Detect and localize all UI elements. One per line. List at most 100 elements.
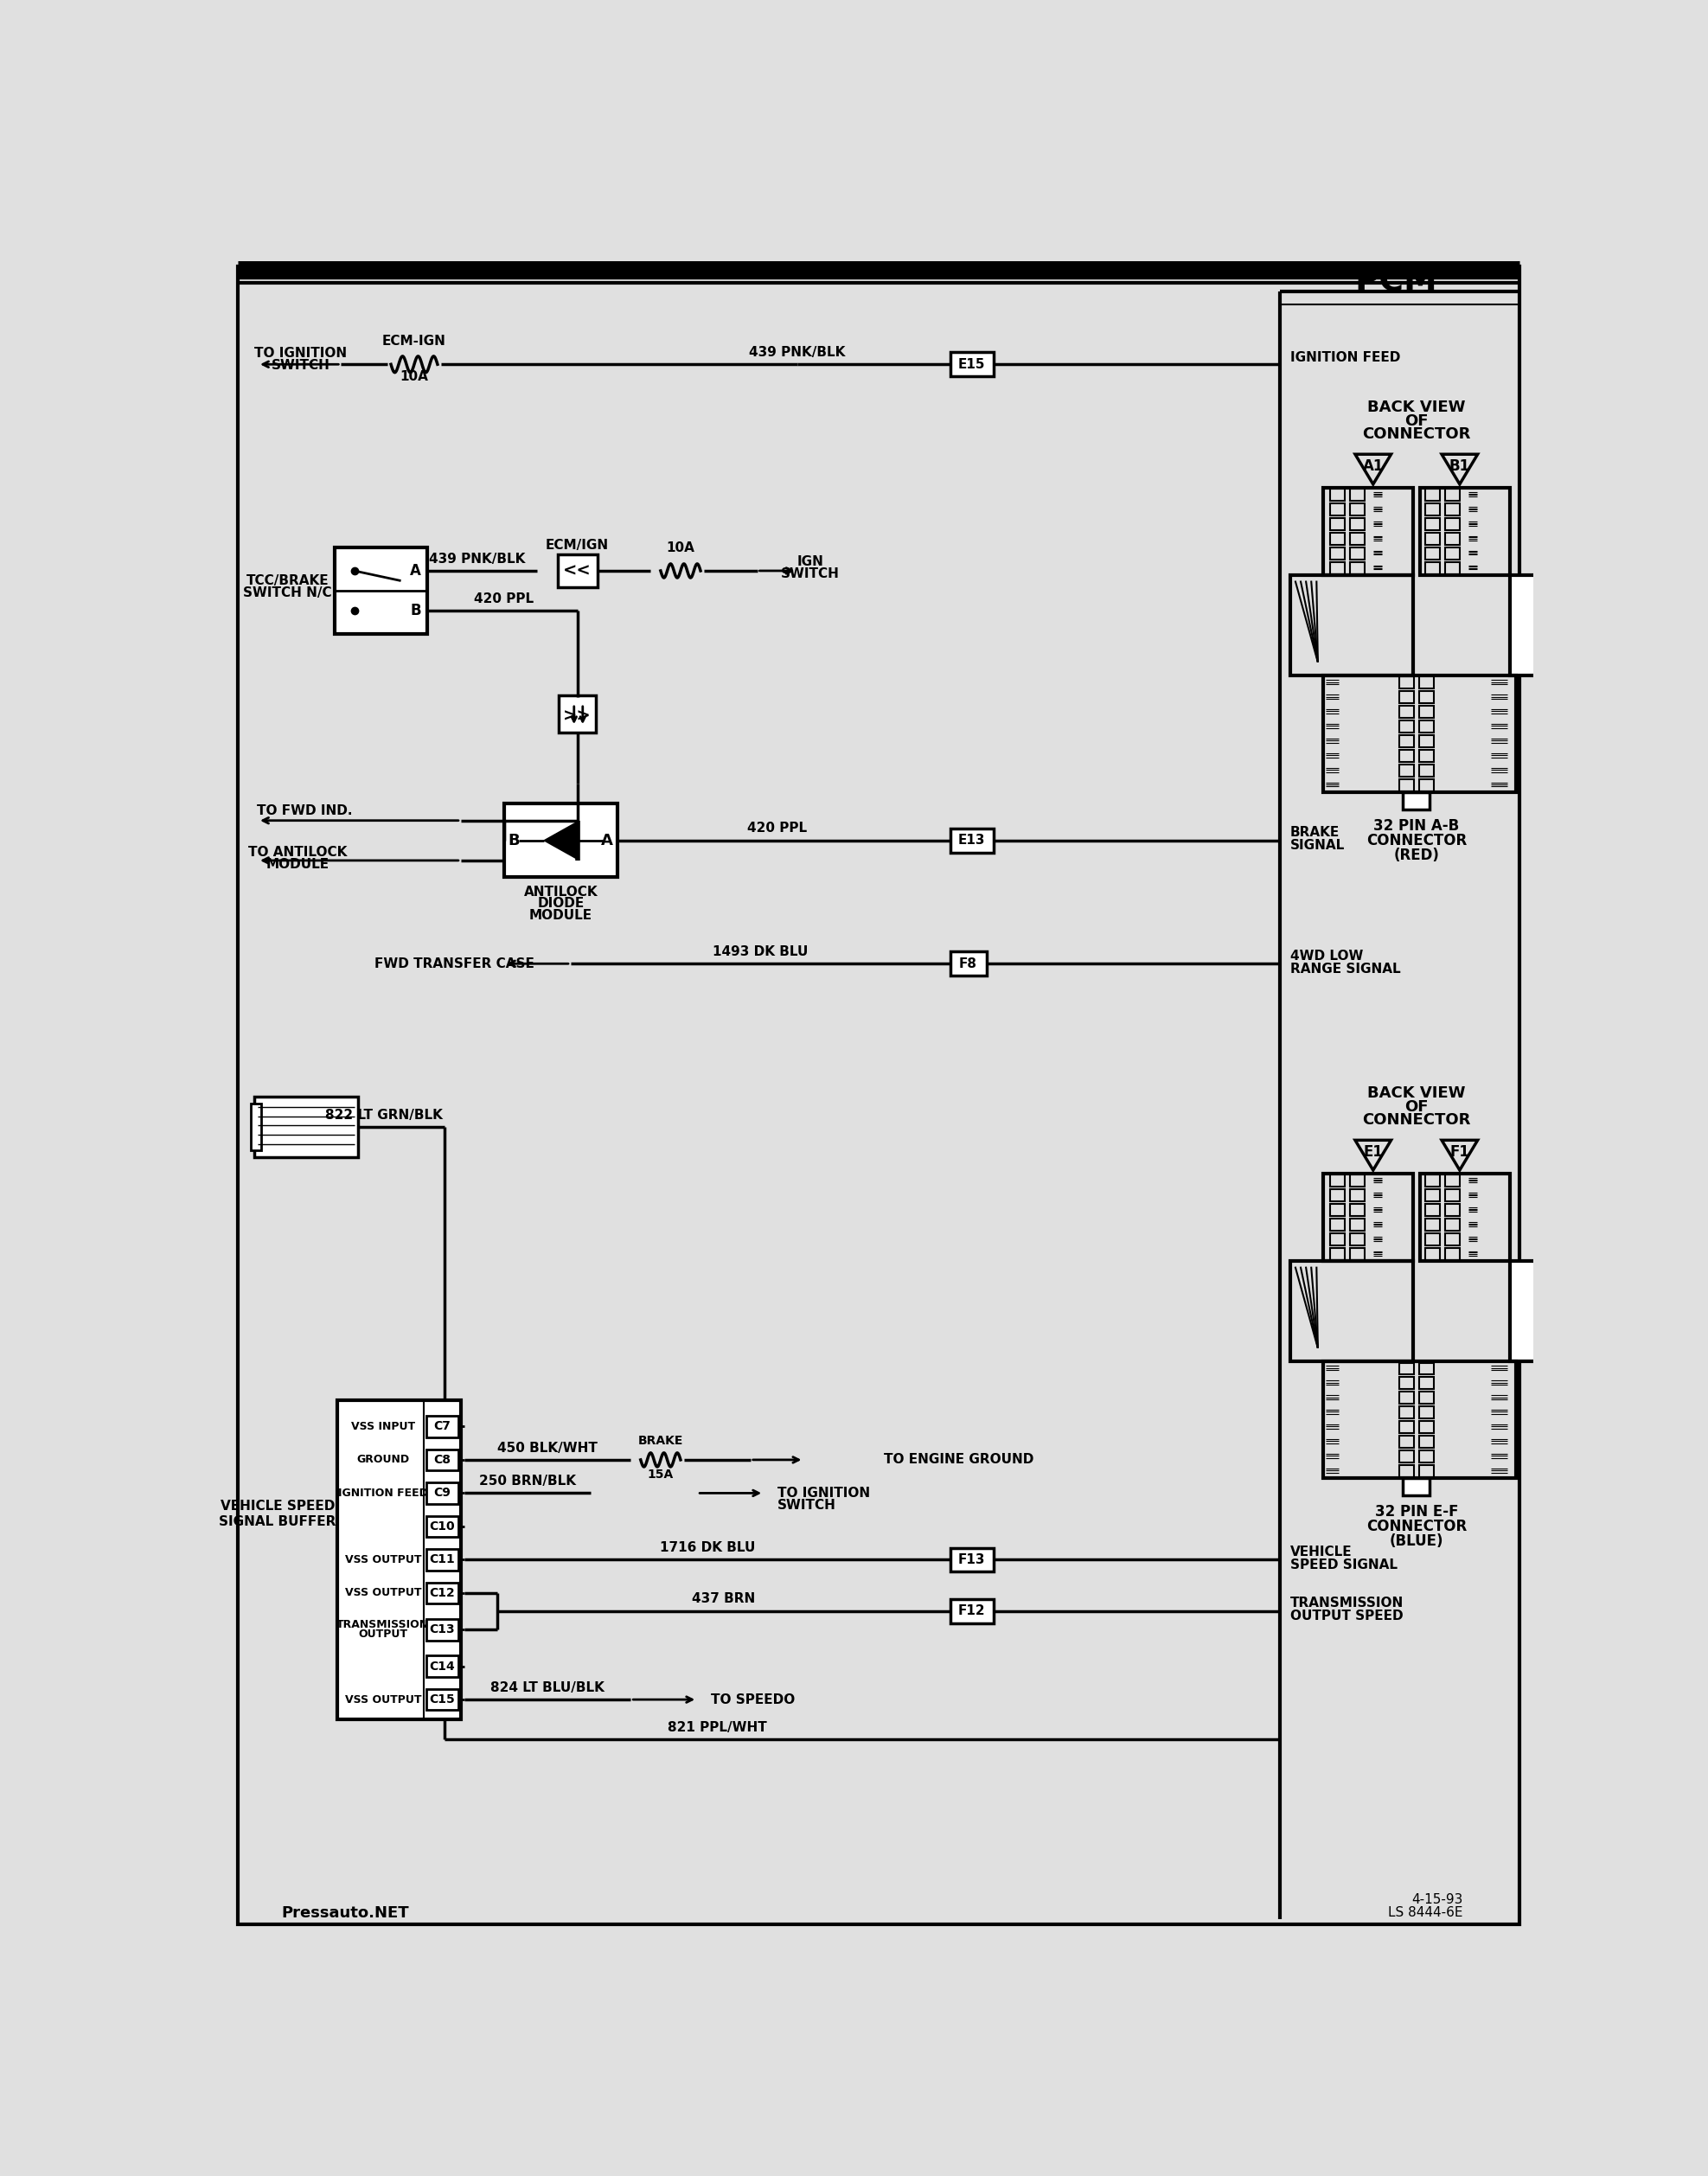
Bar xyxy=(1324,1173,1413,1262)
Text: TO FWD IND.: TO FWD IND. xyxy=(256,805,352,816)
Text: Pressauto.NET: Pressauto.NET xyxy=(282,1904,408,1921)
Bar xyxy=(1324,675,1517,792)
Bar xyxy=(1399,1421,1414,1434)
Bar xyxy=(1399,1406,1414,1419)
Bar xyxy=(1424,533,1440,544)
Text: SWITCH N/C: SWITCH N/C xyxy=(243,585,331,598)
Text: TO IGNITION: TO IGNITION xyxy=(254,348,347,361)
Text: RANGE SIGNAL: RANGE SIGNAL xyxy=(1290,962,1401,975)
Text: OUTPUT: OUTPUT xyxy=(359,1628,408,1641)
Text: C8: C8 xyxy=(434,1454,451,1467)
Text: C15: C15 xyxy=(429,1693,454,1706)
Bar xyxy=(1445,1219,1460,1232)
Text: >>: >> xyxy=(564,707,591,725)
Text: SPEED SIGNAL: SPEED SIGNAL xyxy=(1290,1558,1397,1571)
Bar xyxy=(1331,1175,1344,1186)
Text: C10: C10 xyxy=(429,1521,454,1532)
Text: B1: B1 xyxy=(1450,459,1471,474)
Bar xyxy=(1419,779,1433,792)
Bar xyxy=(1331,1203,1344,1216)
Text: 450 BLK/WHT: 450 BLK/WHT xyxy=(497,1441,598,1454)
Text: TRANSMISSION: TRANSMISSION xyxy=(1290,1597,1404,1610)
Text: MODULE: MODULE xyxy=(529,910,593,923)
Bar xyxy=(427,1417,458,1436)
Bar xyxy=(1324,487,1413,574)
Bar xyxy=(1399,1393,1414,1404)
Text: 439 PNK/BLK: 439 PNK/BLK xyxy=(429,553,526,566)
Bar xyxy=(1399,1377,1414,1388)
Text: C13: C13 xyxy=(429,1623,454,1636)
Bar xyxy=(1419,487,1510,574)
Bar xyxy=(1445,1234,1460,1245)
Text: OF: OF xyxy=(1404,413,1428,429)
Bar xyxy=(950,1547,994,1571)
Bar xyxy=(1331,503,1344,516)
Text: 437 BRN: 437 BRN xyxy=(692,1593,755,1606)
Bar xyxy=(950,1599,994,1623)
Text: OF: OF xyxy=(1404,1099,1428,1114)
Text: FWD TRANSFER CASE: FWD TRANSFER CASE xyxy=(374,957,535,970)
Text: E1: E1 xyxy=(1363,1145,1383,1160)
Text: F12: F12 xyxy=(958,1604,986,1617)
Bar xyxy=(1424,548,1440,559)
Bar xyxy=(1445,1203,1460,1216)
Text: TO ANTILOCK: TO ANTILOCK xyxy=(248,846,347,860)
Text: SWITCH: SWITCH xyxy=(781,568,840,581)
Text: A: A xyxy=(601,833,613,849)
Text: 10A: 10A xyxy=(666,542,695,555)
Text: VSS OUTPUT: VSS OUTPUT xyxy=(345,1693,422,1706)
Bar xyxy=(1419,1393,1433,1404)
Bar xyxy=(1419,1362,1433,1375)
Text: 420 PPL: 420 PPL xyxy=(746,823,806,836)
Text: B: B xyxy=(410,603,420,618)
Bar xyxy=(1331,533,1344,544)
Bar xyxy=(1424,1249,1440,1260)
Bar xyxy=(1399,1436,1414,1447)
Text: SWITCH: SWITCH xyxy=(272,359,330,372)
Text: 420 PPL: 420 PPL xyxy=(475,592,535,605)
Bar xyxy=(1419,677,1433,688)
Text: TO IGNITION: TO IGNITION xyxy=(777,1486,869,1499)
Bar xyxy=(1331,1234,1344,1245)
Bar xyxy=(1331,518,1344,531)
Bar xyxy=(557,555,598,588)
Bar xyxy=(1399,1362,1414,1375)
Bar xyxy=(1419,764,1433,777)
Text: TO SPEEDO: TO SPEEDO xyxy=(711,1693,794,1706)
Text: 4WD LOW: 4WD LOW xyxy=(1290,949,1363,962)
Bar xyxy=(1399,1451,1414,1462)
Text: E15: E15 xyxy=(958,357,986,370)
Bar xyxy=(1424,1234,1440,1245)
Bar xyxy=(427,1619,458,1641)
Bar xyxy=(1445,1249,1460,1260)
Polygon shape xyxy=(545,823,577,860)
Text: 4-15-93: 4-15-93 xyxy=(1413,1893,1464,1906)
Text: C7: C7 xyxy=(434,1421,451,1432)
Bar xyxy=(1419,1377,1433,1388)
Bar xyxy=(1445,533,1460,544)
Text: 15A: 15A xyxy=(647,1469,673,1480)
Bar xyxy=(427,1449,458,1471)
Bar xyxy=(1399,735,1414,746)
Bar xyxy=(1445,561,1460,574)
Bar xyxy=(427,1582,458,1604)
Text: MODULE: MODULE xyxy=(266,857,330,870)
Bar xyxy=(1331,1219,1344,1232)
Bar xyxy=(1419,1436,1433,1447)
Text: CONNECTOR: CONNECTOR xyxy=(1366,1519,1467,1534)
Bar xyxy=(950,951,987,975)
Bar xyxy=(1445,1175,1460,1186)
Text: SIGNAL BUFFER: SIGNAL BUFFER xyxy=(219,1514,336,1528)
Text: 824 LT BLU/BLK: 824 LT BLU/BLK xyxy=(490,1682,605,1695)
Text: VSS INPUT: VSS INPUT xyxy=(350,1421,415,1432)
Text: PCM: PCM xyxy=(1354,265,1438,298)
Bar xyxy=(1419,692,1433,703)
Bar xyxy=(1331,561,1344,574)
Text: CONNECTOR: CONNECTOR xyxy=(1363,426,1471,442)
Bar xyxy=(1349,1249,1365,1260)
Text: A1: A1 xyxy=(1363,459,1383,474)
Text: IGNITION FEED: IGNITION FEED xyxy=(338,1488,427,1499)
Bar xyxy=(1349,1234,1365,1245)
Text: BACK VIEW: BACK VIEW xyxy=(1368,1086,1465,1101)
Bar xyxy=(1424,1203,1440,1216)
